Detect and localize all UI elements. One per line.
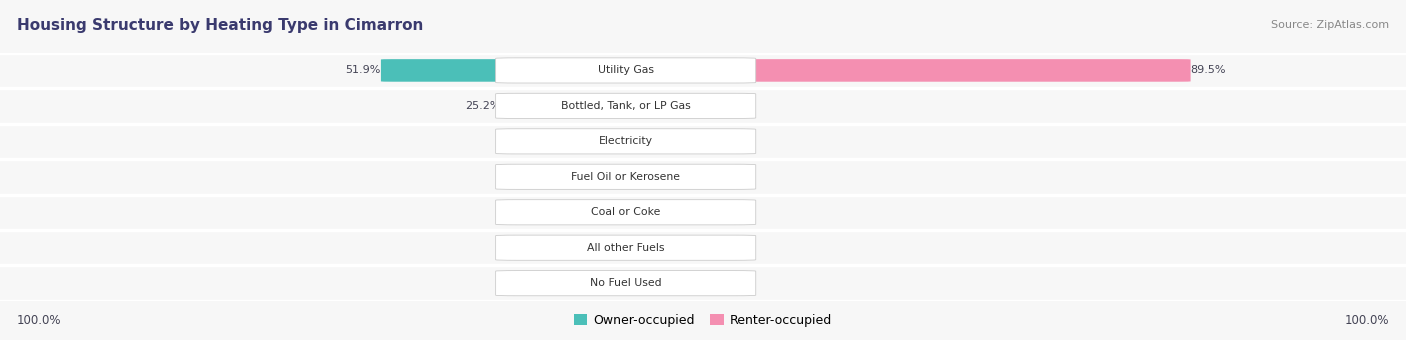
FancyBboxPatch shape [614,59,1191,82]
Text: 10.5%: 10.5% [702,243,737,253]
FancyBboxPatch shape [495,58,756,83]
Text: 0.0%: 0.0% [637,136,665,146]
Text: Coal or Coke: Coal or Coke [591,207,661,217]
Text: 0.0%: 0.0% [586,278,614,288]
Text: 8.3%: 8.3% [548,136,576,146]
FancyBboxPatch shape [381,59,637,82]
Text: 14.7%: 14.7% [513,243,548,253]
Text: No Fuel Used: No Fuel Used [591,278,661,288]
Text: Utility Gas: Utility Gas [598,65,654,75]
Text: 100.0%: 100.0% [17,314,62,327]
Text: 0.0%: 0.0% [586,172,614,182]
Text: All other Fuels: All other Fuels [586,243,665,253]
FancyBboxPatch shape [501,95,637,117]
Text: Source: ZipAtlas.com: Source: ZipAtlas.com [1271,20,1389,30]
FancyBboxPatch shape [576,130,637,153]
Text: 0.0%: 0.0% [637,207,665,217]
Text: Bottled, Tank, or LP Gas: Bottled, Tank, or LP Gas [561,101,690,111]
Text: 51.9%: 51.9% [346,65,381,75]
FancyBboxPatch shape [614,236,702,259]
Text: 0.0%: 0.0% [637,278,665,288]
FancyBboxPatch shape [495,164,756,189]
FancyBboxPatch shape [495,271,756,296]
Text: 100.0%: 100.0% [1344,314,1389,327]
Text: Electricity: Electricity [599,136,652,146]
Text: 0.0%: 0.0% [637,172,665,182]
Text: Housing Structure by Heating Type in Cimarron: Housing Structure by Heating Type in Cim… [17,18,423,33]
FancyBboxPatch shape [548,236,637,259]
Text: 89.5%: 89.5% [1191,65,1226,75]
FancyBboxPatch shape [495,129,756,154]
Text: Fuel Oil or Kerosene: Fuel Oil or Kerosene [571,172,681,182]
Text: 0.0%: 0.0% [637,101,665,111]
Text: 0.0%: 0.0% [586,207,614,217]
Legend: Owner-occupied, Renter-occupied: Owner-occupied, Renter-occupied [568,309,838,332]
FancyBboxPatch shape [495,235,756,260]
Text: 25.2%: 25.2% [465,101,501,111]
FancyBboxPatch shape [495,93,756,118]
FancyBboxPatch shape [495,200,756,225]
